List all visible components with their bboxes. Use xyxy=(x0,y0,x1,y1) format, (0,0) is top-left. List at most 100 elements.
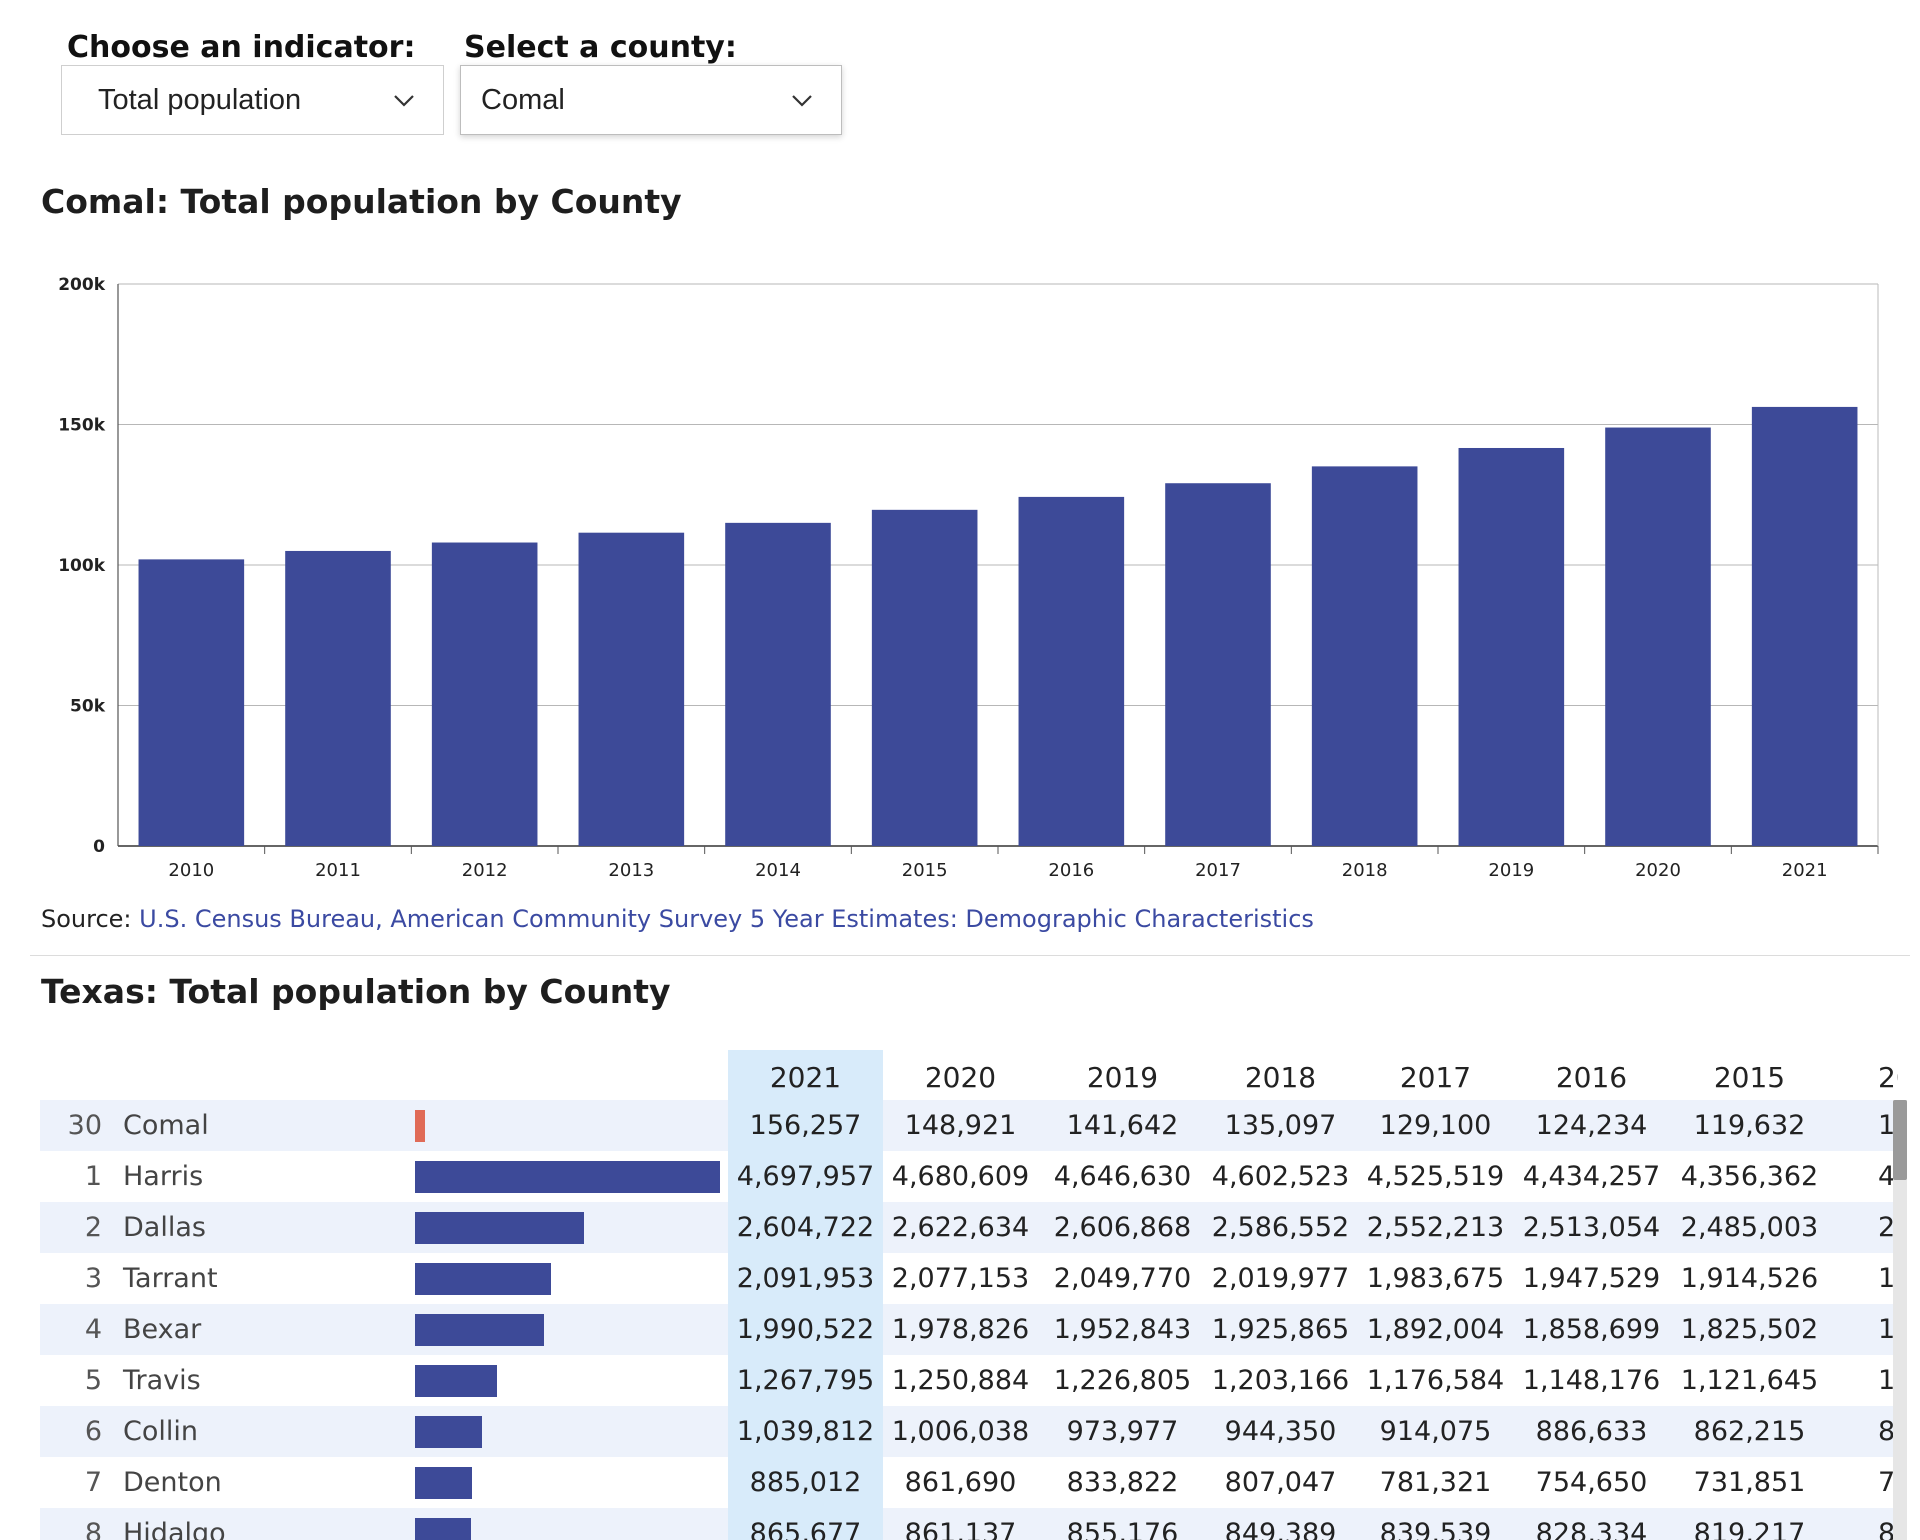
row-value-2018: 944,350 xyxy=(1224,1416,1337,1447)
x-tick-label: 2017 xyxy=(1195,860,1241,881)
x-tick-label: 2014 xyxy=(755,860,801,881)
county-label: Select a county: xyxy=(464,30,737,65)
table-row[interactable]: 3 Tarrant 2,091,953 2,077,153 2,049,770 2,019… xyxy=(40,1253,1898,1304)
row-value-2015: 2,485,003 xyxy=(1680,1212,1819,1243)
table-row[interactable]: 30 Comal 156,257 148,921 141,642 135,097 129,1… xyxy=(40,1100,1898,1151)
column-header-20[interactable]: 20 xyxy=(1878,1061,1898,1094)
indicator-dropdown[interactable]: Total population xyxy=(61,65,444,135)
row-rank: 3 xyxy=(84,1263,102,1294)
bar xyxy=(1458,447,1565,846)
bar xyxy=(578,532,685,846)
divider xyxy=(30,955,1910,956)
column-header-2021[interactable]: 2021 xyxy=(728,1050,883,1100)
county-dropdown[interactable]: Comal xyxy=(460,65,842,135)
row-value-2020: 4,680,609 xyxy=(891,1161,1030,1192)
row-value-2021: 885,012 xyxy=(728,1457,883,1508)
row-value-2021: 156,257 xyxy=(728,1100,883,1151)
row-rank: 8 xyxy=(84,1518,102,1540)
row-rank: 6 xyxy=(84,1416,102,1447)
row-value-2019: 973,977 xyxy=(1066,1416,1179,1447)
row-value-20: 1,78 xyxy=(1878,1314,1898,1345)
row-value-2017: 2,552,213 xyxy=(1366,1212,1505,1243)
column-header-2015[interactable]: 2015 xyxy=(1713,1061,1786,1094)
row-county-name: Tarrant xyxy=(123,1263,218,1294)
row-value-2019: 2,606,868 xyxy=(1053,1212,1192,1243)
county-table: 2021 2020 2019 2018 2017 2016 2015 20 30 Comal 15… xyxy=(40,1050,1898,1540)
row-value-2019: 141,642 xyxy=(1066,1110,1179,1141)
row-value-2017: 4,525,519 xyxy=(1366,1161,1505,1192)
row-value-2019: 855,176 xyxy=(1066,1518,1179,1540)
row-value-2021: 1,267,795 xyxy=(728,1355,883,1406)
bar xyxy=(1311,466,1418,846)
table-row[interactable]: 2 Dallas 2,604,722 2,622,634 2,606,868 2,586,… xyxy=(40,1202,1898,1253)
y-tick-label: 0 xyxy=(93,837,105,857)
row-value-2016: 754,650 xyxy=(1535,1467,1648,1498)
row-value-2021: 1,039,812 xyxy=(728,1406,883,1457)
indicator-dropdown-value: Total population xyxy=(98,83,302,116)
column-header-2019[interactable]: 2019 xyxy=(1086,1061,1159,1094)
row-value-20: 1,09 xyxy=(1878,1365,1898,1396)
row-value-2021: 2,091,953 xyxy=(728,1253,883,1304)
row-value-2015: 862,215 xyxy=(1693,1416,1806,1447)
row-rank: 1 xyxy=(84,1161,102,1192)
row-county-name: Travis xyxy=(123,1365,201,1396)
x-tick-label: 2011 xyxy=(315,860,361,881)
x-tick-label: 2019 xyxy=(1488,860,1534,881)
row-value-2019: 833,822 xyxy=(1066,1467,1179,1498)
row-value-20: 83 xyxy=(1878,1416,1898,1447)
source-line: Source: U.S. Census Bureau, American Com… xyxy=(41,905,1314,933)
row-value-bar xyxy=(415,1212,585,1244)
row-value-2020: 1,006,038 xyxy=(891,1416,1030,1447)
row-county-name: Comal xyxy=(123,1110,209,1141)
row-rank: 4 xyxy=(84,1314,102,1345)
column-header-2018[interactable]: 2018 xyxy=(1244,1061,1317,1094)
table-scrollbar-thumb[interactable] xyxy=(1893,1100,1907,1180)
bar xyxy=(285,550,391,846)
table-row[interactable]: 7 Denton 885,012 861,690 833,822 807,047 781,3… xyxy=(40,1457,1898,1508)
x-tick-label: 2016 xyxy=(1048,860,1094,881)
row-value-2019: 2,049,770 xyxy=(1053,1263,1192,1294)
row-value-2020: 2,077,153 xyxy=(891,1263,1030,1294)
row-value-2015: 1,825,502 xyxy=(1680,1314,1819,1345)
row-value-2017: 129,100 xyxy=(1379,1110,1492,1141)
row-value-2018: 2,019,977 xyxy=(1211,1263,1350,1294)
y-tick-label: 100k xyxy=(58,556,105,576)
row-value-2016: 828,334 xyxy=(1535,1518,1648,1540)
row-value-2015: 731,851 xyxy=(1693,1467,1806,1498)
row-value-2018: 1,925,865 xyxy=(1211,1314,1350,1345)
row-value-2021: 865,677 xyxy=(728,1508,883,1540)
y-tick-label: 150k xyxy=(58,416,105,436)
table-row[interactable]: 5 Travis 1,267,795 1,250,884 1,226,805 1,203,… xyxy=(40,1355,1898,1406)
y-tick-label: 50k xyxy=(70,697,106,717)
table-title: Texas: Total population by County xyxy=(41,972,671,1011)
row-value-2021: 1,990,522 xyxy=(728,1304,883,1355)
row-rank: 30 xyxy=(67,1110,102,1141)
table-row[interactable]: 1 Harris 4,697,957 4,680,609 4,646,630 4,602,… xyxy=(40,1151,1898,1202)
row-value-2020: 861,690 xyxy=(904,1467,1017,1498)
row-value-2016: 886,633 xyxy=(1535,1416,1648,1447)
row-value-2015: 819,217 xyxy=(1693,1518,1806,1540)
table-row[interactable]: 6 Collin 1,039,812 1,006,038 973,977 944,350 9… xyxy=(40,1406,1898,1457)
row-value-20: 4,26 xyxy=(1878,1161,1898,1192)
source-link[interactable]: U.S. Census Bureau, American Community S… xyxy=(139,905,1314,933)
row-county-name: Bexar xyxy=(123,1314,202,1345)
row-value-20: 80 xyxy=(1878,1518,1898,1540)
row-value-2015: 1,914,526 xyxy=(1680,1263,1819,1294)
row-value-2015: 119,632 xyxy=(1693,1110,1806,1141)
row-value-2016: 1,858,699 xyxy=(1522,1314,1661,1345)
row-value-2017: 1,983,675 xyxy=(1366,1263,1505,1294)
x-tick-label: 2018 xyxy=(1342,860,1388,881)
row-value-20: 1,88 xyxy=(1878,1263,1898,1294)
row-value-2020: 148,921 xyxy=(904,1110,1017,1141)
row-value-2020: 1,250,884 xyxy=(891,1365,1030,1396)
column-header-2017[interactable]: 2017 xyxy=(1399,1061,1472,1094)
row-value-bar xyxy=(415,1161,720,1193)
column-header-2016[interactable]: 2016 xyxy=(1555,1061,1628,1094)
table-row[interactable]: 4 Bexar 1,990,522 1,978,826 1,952,843 1,925,8… xyxy=(40,1304,1898,1355)
row-value-20: 70 xyxy=(1878,1467,1898,1498)
table-row[interactable]: 8 Hidalgo 865,677 861,137 855,176 849,389 839,… xyxy=(40,1508,1898,1540)
row-value-2016: 124,234 xyxy=(1535,1110,1648,1141)
row-county-name: Harris xyxy=(123,1161,204,1192)
table-scrollbar[interactable] xyxy=(1893,1100,1907,1540)
column-header-2020[interactable]: 2020 xyxy=(924,1061,997,1094)
